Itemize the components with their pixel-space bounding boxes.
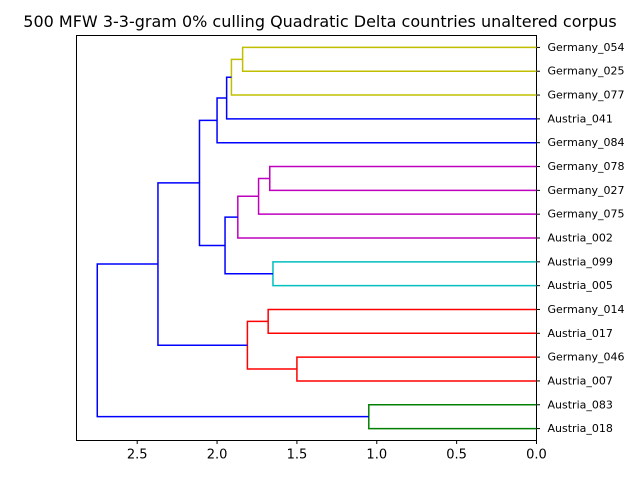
dendrogram-link-12 <box>296 356 537 382</box>
leaf-label: Germany_027 <box>548 184 625 197</box>
dendrogram-link-9 <box>224 216 273 275</box>
leaf-label: Austria_007 <box>548 374 613 387</box>
leaf-label: Austria_017 <box>548 327 613 340</box>
x-tick-label: 1.5 <box>287 448 308 463</box>
dendrogram-link-4 <box>216 97 537 144</box>
x-tick-label: 0.5 <box>446 448 467 463</box>
x-tick-label: 0.0 <box>526 448 547 463</box>
dendrogram-link-2 <box>230 58 537 96</box>
leaf-label: Germany_054 <box>548 41 625 54</box>
dendrogram-link-3 <box>225 76 537 120</box>
leaf-label: Austria_083 <box>548 398 613 411</box>
dendrogram-link-14 <box>157 182 248 346</box>
leaf-labels: Germany_054 Germany_025 Germany_077 Austria… <box>536 41 625 435</box>
leaf-label: Austria_018 <box>548 422 613 435</box>
dendrogram-link-6 <box>257 177 537 215</box>
leaf-label: Germany_084 <box>548 136 625 149</box>
dendrogram-link-5 <box>269 165 537 192</box>
dendrogram-links <box>96 46 537 430</box>
leaf-label: Austria_099 <box>548 255 613 268</box>
dendrogram-link-13 <box>246 320 297 370</box>
x-tick-label: 1.0 <box>366 448 387 463</box>
leaf-label: Austria_005 <box>548 279 613 292</box>
leaf-label: Austria_002 <box>548 232 613 245</box>
leaf-label: Germany_075 <box>548 208 625 221</box>
x-tick-label: 2.5 <box>127 448 148 463</box>
x-tick-label: 2.0 <box>207 448 228 463</box>
leaf-label: Germany_014 <box>548 303 625 316</box>
dendrogram-link-7 <box>237 195 537 239</box>
dendrogram-link-1 <box>241 46 537 72</box>
dendrogram-link-16 <box>96 263 369 418</box>
x-axis: 2.5 2.0 1.5 1.0 0.5 0.0 <box>127 440 547 463</box>
leaf-label: Germany_025 <box>548 65 625 78</box>
leaf-label: Germany_078 <box>548 160 625 173</box>
dendrogram-link-8 <box>272 261 537 287</box>
leaf-label: Germany_046 <box>548 351 625 364</box>
dendrogram-link-15 <box>368 404 537 430</box>
dendrogram-link-11 <box>267 308 537 335</box>
leaf-label: Austria_041 <box>548 112 613 125</box>
dendrogram-link-10 <box>198 119 226 247</box>
leaf-label: Germany_077 <box>548 89 625 102</box>
chart-title: 500 MFW 3-3-gram 0% culling Quadratic De… <box>23 12 617 31</box>
